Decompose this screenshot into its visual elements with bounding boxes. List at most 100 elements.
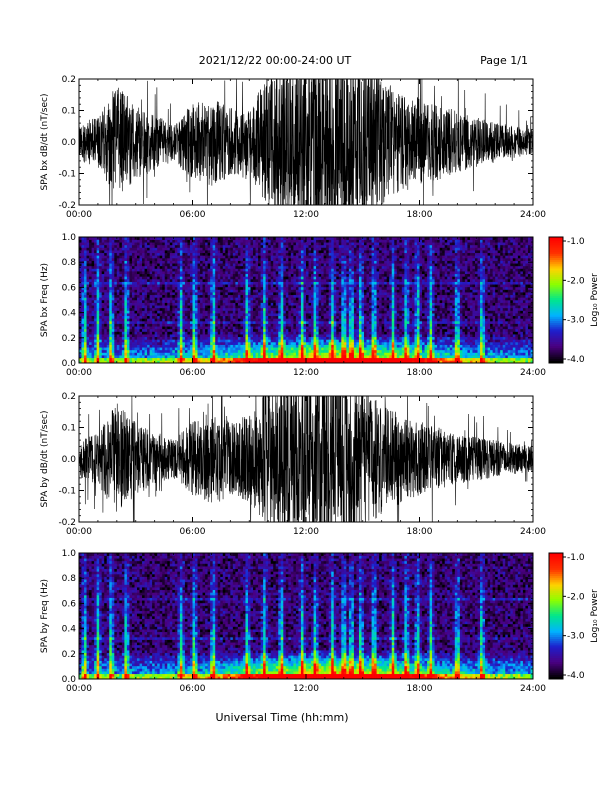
spectrogram-cell bbox=[260, 258, 264, 261]
spectrogram-cell bbox=[303, 258, 307, 261]
spectrogram-cell bbox=[121, 255, 125, 259]
spectrogram-cell bbox=[99, 276, 102, 280]
spectrogram-cell bbox=[81, 349, 85, 353]
spectrogram-cell bbox=[124, 352, 128, 356]
spectrogram-cell bbox=[205, 305, 208, 309]
spectrogram-cell bbox=[235, 336, 239, 340]
spectrogram-cell bbox=[101, 347, 105, 351]
spectrogram-cell bbox=[187, 321, 191, 324]
spectrogram-cell bbox=[96, 242, 100, 246]
spectrogram-cell bbox=[174, 331, 178, 335]
spectrogram-cell bbox=[152, 357, 155, 361]
spectrogram-cell bbox=[177, 347, 181, 351]
spectrogram-cell bbox=[157, 281, 161, 285]
spectrogram-cell bbox=[205, 286, 208, 290]
spectrogram-cell bbox=[167, 239, 171, 243]
spectrogram-cell bbox=[265, 242, 269, 246]
spectrogram-cell bbox=[94, 300, 97, 303]
spectrogram-cell bbox=[303, 252, 307, 256]
spectrogram-cell bbox=[278, 339, 282, 343]
spectrogram-cell bbox=[235, 271, 239, 275]
spectrogram-cell bbox=[89, 352, 92, 356]
spectrogram-cell bbox=[273, 344, 277, 348]
spectrogram-cell bbox=[84, 307, 87, 311]
spectrogram-cell bbox=[323, 355, 327, 359]
y-tick-label: -0.2 bbox=[58, 201, 76, 211]
spectrogram-cell bbox=[142, 349, 145, 353]
spectrogram-cell bbox=[195, 271, 198, 275]
spectrogram-cell bbox=[265, 331, 269, 335]
spectrogram-cell bbox=[184, 258, 188, 261]
spectrogram-cell bbox=[280, 305, 284, 309]
spectrogram-cell bbox=[91, 339, 95, 343]
spectrogram-cell bbox=[184, 326, 188, 330]
spectrogram-cell bbox=[306, 284, 309, 288]
spectrogram-cell bbox=[298, 323, 302, 327]
spectrogram-cell bbox=[212, 237, 216, 240]
spectrogram-cell bbox=[250, 342, 254, 345]
spectrogram-cell bbox=[142, 342, 145, 345]
spectrogram-cell bbox=[247, 323, 251, 327]
spectrogram-cell bbox=[290, 313, 294, 317]
spectrogram-cell bbox=[268, 263, 271, 267]
spectrogram-cell bbox=[184, 292, 188, 296]
spectrogram-cell bbox=[242, 292, 246, 296]
spectrogram-cell bbox=[275, 300, 279, 303]
spectrogram-cell bbox=[283, 250, 287, 254]
spectrogram-cell bbox=[202, 244, 206, 248]
spectrogram-cell bbox=[283, 355, 287, 359]
spectrogram-cell bbox=[81, 360, 85, 363]
spectrogram-cell bbox=[169, 289, 173, 293]
spectrogram-cell bbox=[142, 318, 145, 322]
spectrogram-cell bbox=[237, 313, 241, 317]
spectrogram-cell bbox=[313, 321, 317, 324]
spectrogram-cell bbox=[101, 289, 105, 293]
spectrogram-cell bbox=[157, 255, 161, 259]
spectrogram-cell bbox=[210, 302, 213, 306]
spectrogram-cell bbox=[308, 302, 312, 306]
spectrogram-cell bbox=[126, 263, 130, 267]
spectrogram-cell bbox=[240, 307, 244, 311]
spectrogram-cell bbox=[311, 321, 314, 324]
spectrogram-cell bbox=[137, 310, 140, 314]
spectrogram-cell bbox=[179, 289, 183, 293]
spectrogram-cell bbox=[222, 349, 226, 353]
spectrogram-cell bbox=[263, 342, 266, 345]
spectrogram-cell bbox=[197, 260, 201, 264]
spectrogram-cell bbox=[109, 336, 113, 340]
spectrogram-cell bbox=[144, 300, 148, 303]
spectrogram-cell bbox=[210, 289, 213, 293]
spectrogram-cell bbox=[167, 265, 171, 269]
spectrogram-cell bbox=[285, 255, 289, 259]
spectrogram-cell bbox=[96, 268, 100, 272]
spectrogram-cell bbox=[250, 357, 254, 361]
spectrogram-cell bbox=[300, 281, 304, 285]
spectrogram-cell bbox=[184, 244, 188, 248]
spectrogram-cell bbox=[290, 344, 294, 348]
spectrogram-cell bbox=[210, 252, 213, 256]
spectrogram-cell bbox=[159, 344, 163, 348]
spectrogram-cell bbox=[91, 289, 95, 293]
spectrogram-cell bbox=[270, 265, 274, 269]
spectrogram-cell bbox=[260, 271, 264, 275]
spectrogram-cell bbox=[313, 297, 317, 301]
spectrogram-cell bbox=[124, 289, 128, 293]
spectrogram-cell bbox=[84, 315, 87, 319]
spectrogram-cell bbox=[144, 281, 148, 285]
spectrogram-cell bbox=[154, 347, 158, 351]
spectrogram-cell bbox=[242, 268, 246, 272]
spectrogram-cell bbox=[210, 239, 213, 243]
spectrogram-cell bbox=[222, 339, 226, 343]
spectrogram-cell bbox=[200, 273, 203, 277]
spectrogram-cell bbox=[164, 276, 168, 280]
spectrogram-cell bbox=[179, 339, 183, 343]
spectrogram-cell bbox=[235, 355, 239, 359]
spectrogram-cell bbox=[200, 242, 203, 246]
spectrogram-cell bbox=[230, 302, 234, 306]
spectrogram-cell bbox=[295, 276, 299, 280]
spectrogram-cell bbox=[237, 279, 241, 282]
spectrogram-cell bbox=[144, 263, 148, 267]
spectrogram-cell bbox=[169, 260, 173, 264]
spectrogram-cell bbox=[212, 321, 216, 324]
spectrogram-cell bbox=[293, 307, 297, 311]
